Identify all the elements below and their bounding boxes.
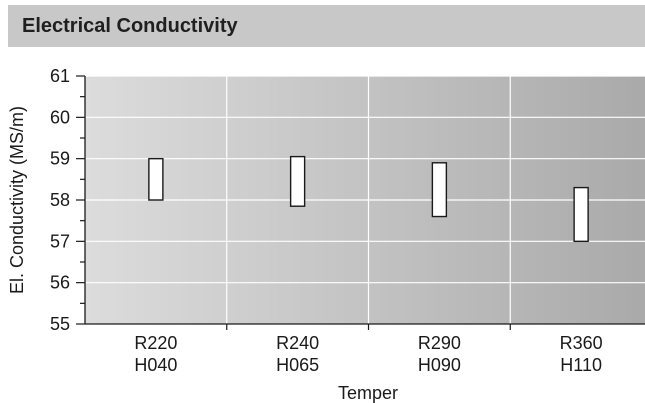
y-tick-label: 55: [50, 314, 70, 334]
chart-header: Electrical Conductivity: [8, 5, 645, 47]
x-axis-label: Temper: [338, 383, 398, 403]
grid-lines: [85, 75, 645, 324]
y-tick-label: 57: [50, 231, 70, 251]
range-bar: [289, 155, 306, 207]
range-bar: [148, 157, 164, 201]
range-bar: [431, 162, 448, 218]
y-tick-labels: 55 56 57 58 59 60 61: [50, 66, 70, 334]
x-tick-label-line2: H110: [560, 355, 602, 375]
range-bars: [148, 155, 589, 243]
y-axis-label: El. Conductivity (MS/m): [7, 106, 27, 294]
y-tick-label: 60: [50, 107, 70, 127]
x-tick-label-line2: H065: [276, 355, 319, 375]
y-tick-label: 59: [50, 149, 70, 169]
x-tick-label-line1: R220: [134, 333, 177, 353]
y-tick-label: 58: [50, 190, 70, 210]
x-tick-label-line1: R290: [418, 333, 461, 353]
x-tick-label-line2: H040: [134, 355, 177, 375]
range-bar: [573, 186, 589, 243]
chart-title: Electrical Conductivity: [22, 15, 238, 37]
x-tick-label-line1: R240: [276, 333, 319, 353]
x-tick-label-line2: H090: [418, 355, 461, 375]
axes: [76, 75, 645, 330]
y-tick-label: 61: [50, 66, 70, 86]
x-tick-label-line1: R360: [560, 333, 603, 353]
y-tick-label: 56: [50, 273, 70, 293]
